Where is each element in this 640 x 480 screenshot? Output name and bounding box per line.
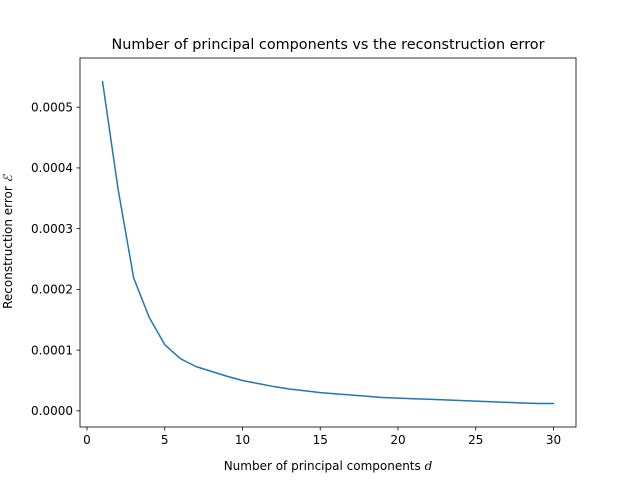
y-tick-label: 0.0000 bbox=[31, 404, 73, 418]
y-axis-label: Reconstruction error ℰ bbox=[1, 173, 15, 309]
x-tick-label: 30 bbox=[546, 433, 561, 447]
x-tick-label: 5 bbox=[161, 433, 169, 447]
y-tick-label: 0.0003 bbox=[31, 222, 73, 236]
x-axis-label: Number of principal components d bbox=[224, 459, 433, 473]
chart-title: Number of principal components vs the re… bbox=[111, 37, 544, 53]
plot-area: 0 5 10 15 20 25 30 0.0000 0.0001 0.0002 0.0003 0.00… bbox=[31, 57, 577, 447]
x-tick-label: 0 bbox=[83, 433, 91, 447]
x-tick-label: 20 bbox=[390, 433, 405, 447]
series-line bbox=[101, 80, 555, 405]
x-tick-label: 25 bbox=[468, 433, 483, 447]
y-tick-label: 0.0004 bbox=[31, 161, 73, 175]
x-tick-label: 10 bbox=[235, 433, 250, 447]
axes-frame bbox=[79, 57, 577, 428]
y-tick-label: 0.0001 bbox=[31, 343, 73, 357]
x-tick-label: 15 bbox=[313, 433, 328, 447]
y-tick-label: 0.0005 bbox=[31, 100, 73, 114]
y-tick-label: 0.0002 bbox=[31, 283, 73, 297]
